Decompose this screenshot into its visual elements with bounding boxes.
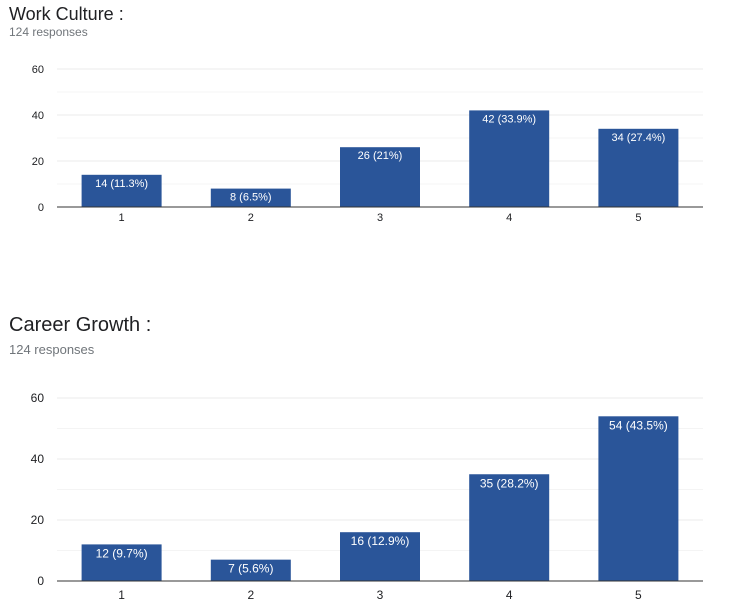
- x-tick-label: 2: [248, 212, 254, 224]
- data-label: 7 (5.6%): [228, 562, 273, 576]
- x-tick-label: 5: [635, 588, 642, 602]
- bar-3[interactable]: [340, 532, 420, 581]
- data-label: 54 (43.5%): [609, 418, 668, 432]
- data-label: 12 (9.7%): [96, 546, 148, 560]
- bar-5[interactable]: [598, 128, 679, 207]
- x-tick-label: 5: [635, 212, 641, 224]
- bar-2[interactable]: [210, 188, 291, 207]
- data-label: 42 (33.9%): [482, 113, 536, 125]
- bar-4[interactable]: [469, 110, 550, 207]
- y-tick-label: 40: [32, 110, 44, 122]
- bar-4[interactable]: [469, 474, 550, 581]
- bar-2[interactable]: [210, 559, 291, 581]
- data-label: 34 (27.4%): [611, 132, 665, 144]
- y-tick-label: 40: [31, 452, 45, 466]
- y-tick-label: 0: [37, 574, 44, 588]
- x-tick-label: 2: [247, 588, 254, 602]
- x-tick-label: 4: [506, 588, 513, 602]
- bar-1[interactable]: [81, 544, 162, 581]
- bar-1[interactable]: [81, 174, 162, 207]
- x-tick-label: 3: [377, 588, 384, 602]
- bar-3[interactable]: [340, 147, 420, 207]
- response-count-career-growth: 124 responses: [9, 342, 95, 357]
- response-count-work-culture: 124 responses: [9, 25, 88, 39]
- x-tick-label: 4: [506, 212, 512, 224]
- chart-title-career-growth: Career Growth :: [9, 314, 152, 336]
- bar-chart-work-culture: 0 20 40 60 14 (11.3%) 1 8 (6.5%) 2 26 (21%) 3 42 (…: [32, 64, 703, 224]
- x-tick-label: 3: [377, 212, 383, 224]
- y-tick-label: 0: [38, 202, 44, 214]
- data-label: 16 (12.9%): [351, 534, 410, 548]
- data-label: 26 (21%): [358, 150, 403, 162]
- data-label: 14 (11.3%): [95, 178, 148, 190]
- y-tick-label: 20: [31, 513, 45, 527]
- y-tick-label: 60: [32, 64, 44, 76]
- bar-chart-career-growth: 0 20 40 60 12 (9.7%) 1 7 (5.6%) 2 16 (12.9%) 3 35 …: [31, 391, 703, 602]
- data-label: 35 (28.2%): [480, 476, 539, 490]
- data-label: 8 (6.5%): [230, 192, 272, 204]
- bar-5[interactable]: [598, 416, 679, 581]
- x-tick-label: 1: [118, 588, 125, 602]
- y-tick-label: 20: [32, 156, 44, 168]
- y-tick-label: 60: [31, 391, 45, 405]
- chart-title-work-culture: Work Culture :: [9, 4, 124, 24]
- x-tick-label: 1: [119, 212, 125, 224]
